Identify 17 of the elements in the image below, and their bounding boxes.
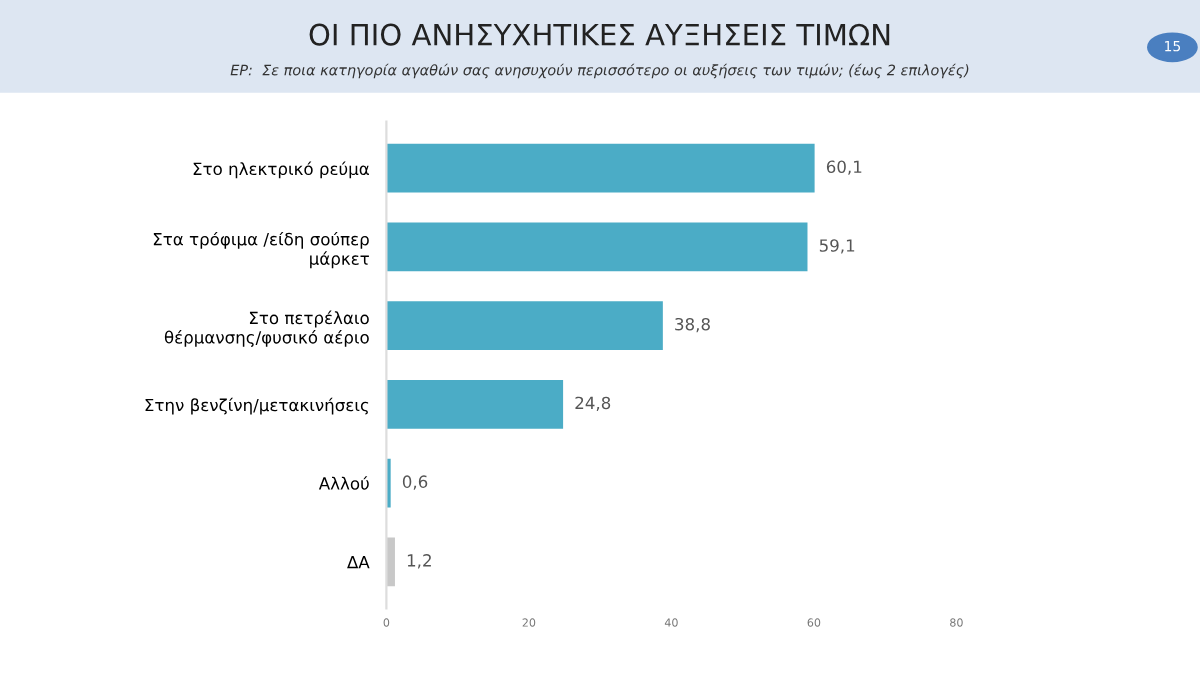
y-tick-label: Στο ηλεκτρικό ρεύμα bbox=[193, 161, 369, 179]
data-label: 59,1 bbox=[819, 239, 855, 254]
y-tick-label: Στην βενζίνη/μετακινήσεις bbox=[145, 397, 369, 415]
data-label: 0,6 bbox=[402, 475, 428, 490]
data-label: 1,2 bbox=[407, 554, 431, 569]
data-label: 60,1 bbox=[826, 160, 862, 175]
data-label: 24,8 bbox=[575, 396, 611, 411]
y-tick-label: Αλλού bbox=[318, 476, 369, 490]
bar bbox=[386, 143, 815, 193]
y-tick-label: Στο πετρέλαιο θέρμανσης/φυσικό αέριο bbox=[164, 310, 369, 347]
chart-title: ΟΙ ΠΙΟ ΑΝΗΣΥΧΗΤΙΚΕΣ ΑΥΞΗΣΕΙΣ ΤΙΜΩΝ bbox=[309, 23, 890, 46]
bar bbox=[386, 222, 808, 272]
data-label: 38,8 bbox=[675, 317, 710, 333]
y-tick-label: Στα τρόφιμα /είδη σούπερ μάρκετ bbox=[153, 231, 369, 269]
bar bbox=[386, 301, 663, 351]
bar bbox=[386, 380, 564, 429]
y-tick-label: ΔΑ bbox=[347, 556, 370, 569]
